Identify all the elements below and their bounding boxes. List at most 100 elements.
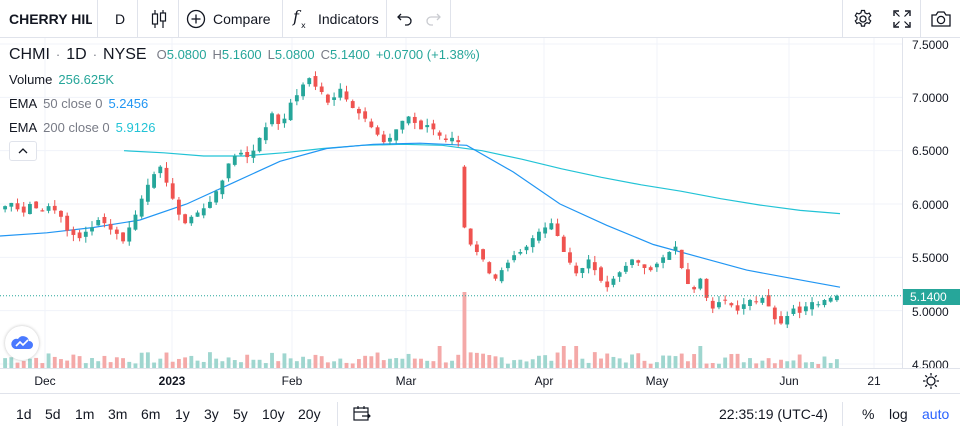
volume-bar — [617, 358, 622, 368]
candle-body — [816, 304, 821, 306]
volume-bar — [735, 353, 740, 368]
indicators-button[interactable]: f x Indicators — [292, 0, 384, 38]
volume-bar — [15, 362, 20, 368]
volume-bar — [748, 358, 752, 368]
price-tick: 5.0000 — [912, 305, 949, 319]
settings-button[interactable] — [850, 0, 876, 38]
price-axis[interactable]: 7.5000 7.0000 6.5000 6.0000 5.5000 5.000… — [902, 38, 960, 372]
redo-button[interactable] — [422, 0, 444, 38]
volume-bar — [158, 358, 163, 368]
ema50-value: 5.2456 — [108, 96, 149, 111]
candle-body — [108, 223, 113, 230]
date-range-button[interactable] — [353, 405, 371, 427]
volume-bar — [71, 354, 76, 368]
volume-bar — [779, 359, 783, 368]
range-3m-button[interactable]: 3m — [108, 406, 128, 422]
candle-body — [220, 180, 225, 195]
candle-body — [555, 223, 560, 236]
candle-body — [158, 166, 163, 174]
volume-bar — [114, 357, 119, 368]
candle-body — [834, 295, 839, 301]
legend-interval: 1D — [66, 46, 87, 63]
candle-body — [195, 212, 200, 217]
candle-body — [791, 308, 796, 314]
range-10y-button[interactable]: 10y — [262, 406, 285, 422]
time-tick: Mar — [395, 374, 417, 388]
symbol-search[interactable]: CHERRY HIL — [9, 11, 92, 27]
candle-body — [375, 127, 380, 135]
range-3y-button[interactable]: 3y — [204, 406, 219, 422]
volume-bar — [245, 354, 250, 368]
candle-body — [363, 111, 368, 119]
volume-bar — [505, 363, 510, 368]
price-chart[interactable] — [0, 38, 902, 368]
candle-body — [294, 95, 299, 102]
tradingview-logo[interactable] — [5, 326, 39, 360]
volume-bar — [822, 356, 827, 368]
volume-bar — [549, 360, 554, 368]
volume-legend-row[interactable]: Volume 256.625K — [9, 72, 114, 87]
range-1y-button[interactable]: 1y — [175, 406, 190, 422]
candle-body — [661, 257, 666, 263]
candle-body — [822, 300, 827, 306]
range-1d-button[interactable]: 1d — [16, 406, 32, 422]
volume-label: Volume — [9, 72, 53, 87]
volume-bar — [195, 360, 200, 368]
volume-bar — [189, 355, 194, 368]
clock-display[interactable]: 22:35:19 (UTC-4) — [719, 406, 828, 422]
candle-body — [462, 166, 467, 228]
legend-dot: · — [55, 47, 61, 62]
ema200-legend-row[interactable]: EMA 200 close 0 5.9126 — [9, 120, 155, 135]
time-axis[interactable]: Dec 2023 Feb Mar Apr May Jun 21 — [0, 368, 960, 392]
interval-button[interactable]: D — [114, 11, 126, 27]
candle-body — [474, 244, 479, 252]
volume-bar — [729, 354, 734, 368]
fullscreen-button[interactable] — [889, 0, 915, 38]
log-toggle[interactable]: log — [889, 406, 908, 422]
compare-button[interactable]: Compare — [186, 0, 276, 38]
candle-body — [729, 303, 734, 306]
candle-body — [772, 307, 777, 320]
candle-body — [394, 129, 399, 141]
candle-body — [28, 204, 32, 215]
candle-body — [648, 267, 653, 271]
volume-bar — [474, 352, 479, 368]
candle-body — [59, 210, 63, 217]
volume-bar — [288, 358, 293, 368]
axis-settings-button[interactable] — [922, 372, 940, 395]
volume-bar — [592, 352, 597, 368]
volume-bar — [561, 346, 566, 368]
change-value: +0.0700 (+1.38%) — [375, 47, 480, 62]
volume-bar — [450, 360, 454, 368]
volume-bar — [648, 363, 653, 368]
volume-bar — [400, 358, 405, 368]
volume-bar — [257, 359, 262, 368]
candle-body — [735, 305, 740, 311]
volume-bar — [456, 354, 461, 368]
auto-toggle[interactable]: auto — [922, 406, 950, 422]
range-5y-button[interactable]: 5y — [233, 406, 248, 422]
volume-bar — [803, 362, 808, 368]
candle-body — [803, 306, 808, 312]
range-5d-button[interactable]: 5d — [45, 406, 61, 422]
volume-bar — [21, 361, 26, 368]
volume-bar — [394, 358, 399, 368]
candle-body — [276, 114, 281, 124]
undo-button[interactable] — [394, 0, 416, 38]
percent-toggle[interactable]: % — [862, 406, 875, 422]
candle-body — [325, 94, 330, 103]
cloud-logo-icon — [11, 336, 33, 349]
open-value: 5.0800 — [166, 47, 207, 62]
chart-type-button[interactable] — [142, 0, 176, 38]
ema50-legend-row[interactable]: EMA 50 close 0 5.2456 — [9, 96, 148, 111]
candle-body — [214, 191, 219, 203]
ema200-params: 200 close 0 — [43, 120, 110, 135]
range-20y-button[interactable]: 20y — [298, 406, 321, 422]
volume-bar — [530, 359, 535, 368]
collapse-legend-button[interactable] — [9, 141, 37, 161]
range-1m-button[interactable]: 1m — [75, 406, 95, 422]
gear-icon — [854, 9, 872, 27]
screenshot-button[interactable] — [928, 0, 954, 38]
volume-bar — [332, 361, 337, 368]
range-6m-button[interactable]: 6m — [141, 406, 161, 422]
